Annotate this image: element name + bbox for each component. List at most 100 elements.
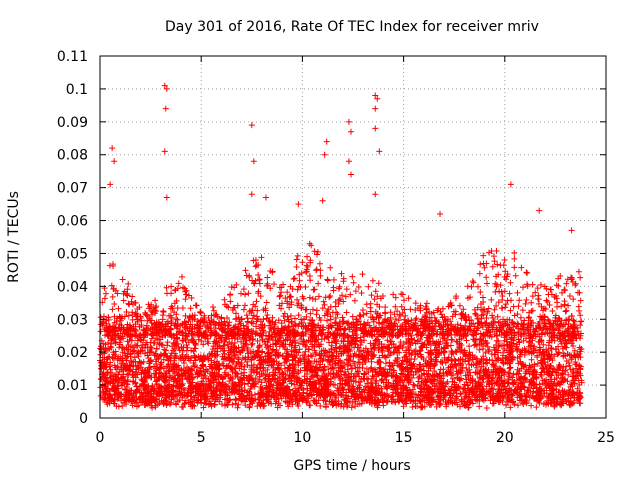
data-point [120, 297, 127, 304]
data-point [563, 307, 570, 314]
data-point [163, 290, 170, 297]
data-point [324, 317, 331, 324]
data-point [390, 291, 397, 298]
data-point [161, 350, 168, 357]
data-point [181, 400, 188, 407]
data-point [107, 343, 114, 350]
data-point [307, 310, 314, 317]
data-point [287, 312, 294, 319]
data-point [359, 306, 366, 313]
data-point [309, 353, 316, 360]
data-point [361, 370, 368, 377]
data-point [313, 266, 320, 273]
data-point [179, 304, 186, 311]
data-point [327, 292, 334, 299]
data-point [315, 280, 322, 287]
data-point [349, 273, 356, 280]
data-point [234, 302, 241, 309]
data-point [477, 289, 484, 296]
data-point [292, 321, 299, 328]
data-point [511, 249, 518, 256]
data-point [111, 300, 118, 307]
data-point [293, 263, 300, 270]
data-point [578, 318, 585, 325]
data-point [499, 305, 506, 312]
data-point [469, 400, 476, 407]
data-point [513, 371, 520, 378]
data-point [577, 312, 584, 319]
data-point [317, 272, 324, 279]
data-point [555, 389, 562, 396]
data-point [242, 291, 249, 298]
data-point [472, 341, 479, 348]
data-point [392, 294, 399, 301]
data-point [507, 307, 514, 314]
data-point [516, 297, 523, 304]
data-point [367, 304, 374, 311]
data-point [289, 357, 296, 364]
data-point [359, 364, 366, 371]
data-point [474, 283, 481, 290]
data-point [245, 290, 252, 297]
data-point [249, 320, 256, 327]
data-point [115, 305, 122, 312]
data-point [179, 329, 186, 336]
data-point [140, 382, 147, 389]
data-point [466, 343, 473, 350]
data-point [123, 291, 130, 298]
data-point [575, 268, 582, 275]
data-point [514, 289, 521, 296]
data-point [300, 316, 307, 323]
data-point [565, 371, 572, 378]
data-point [160, 308, 167, 315]
data-point [304, 253, 311, 260]
data-point [518, 264, 525, 271]
data-point [189, 336, 196, 343]
data-point [276, 284, 283, 291]
data-point [232, 396, 239, 403]
data-point [575, 303, 582, 310]
data-point [291, 315, 298, 322]
data-point [445, 303, 452, 310]
data-point [411, 348, 418, 355]
data-point [317, 361, 324, 368]
data-point [492, 288, 499, 295]
data-point [269, 389, 276, 396]
data-point [489, 263, 496, 270]
data-point [255, 272, 262, 279]
data-point [349, 328, 356, 335]
data-point [105, 339, 112, 346]
data-point [175, 280, 182, 287]
data-point [139, 342, 146, 349]
data-point [572, 282, 579, 289]
data-point [369, 352, 376, 359]
data-point [553, 292, 560, 299]
data-point [491, 258, 498, 265]
data-point [392, 303, 399, 310]
data-point [363, 301, 370, 308]
data-point [494, 261, 501, 268]
data-point [514, 402, 521, 409]
data-point [382, 304, 389, 311]
data-point [568, 340, 575, 347]
data-point [306, 294, 313, 301]
data-point [281, 317, 288, 324]
data-point [188, 371, 195, 378]
data-point [296, 346, 303, 353]
data-point [227, 298, 234, 305]
data-point [476, 270, 483, 277]
data-point [502, 301, 509, 308]
data-point [209, 304, 216, 311]
data-point [526, 314, 533, 321]
data-point [524, 270, 531, 277]
data-point [364, 319, 371, 326]
data-point [198, 338, 205, 345]
data-point [340, 278, 347, 285]
data-point [284, 346, 291, 353]
data-point [306, 240, 313, 247]
data-point [514, 311, 521, 318]
data-point [485, 305, 492, 312]
data-point [258, 254, 265, 261]
data-point [241, 369, 248, 376]
